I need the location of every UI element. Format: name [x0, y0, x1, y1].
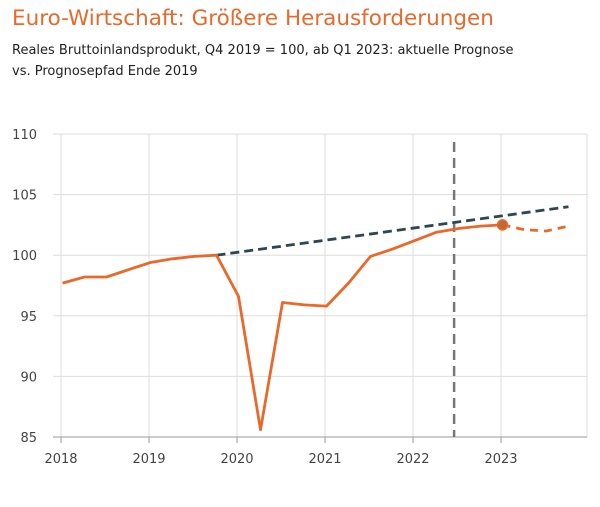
current-value-marker — [496, 219, 509, 231]
x-tick-label: 2021 — [308, 452, 341, 467]
series-line-prognosepfad-2019 — [216, 205, 569, 257]
chart-subtitle: Reales Bruttoinlandsprodukt, Q4 2019 = 1… — [12, 43, 514, 79]
grid-lines — [53, 133, 588, 437]
y-tick-label: 100 — [12, 249, 37, 264]
series-line-prognose — [502, 223, 569, 233]
x-tick-label: 2023 — [484, 452, 517, 467]
y-tick-label: 85 — [20, 431, 37, 446]
y-tick-labels: 85 90 95 100 105 110 — [12, 128, 37, 446]
axes — [53, 436, 587, 443]
x-tick-label: 2020 — [220, 452, 253, 467]
y-tick-label: 110 — [12, 128, 37, 143]
series-line-bip — [62, 223, 503, 432]
x-tick-label: 2018 — [44, 452, 77, 467]
y-tick-label: 95 — [20, 310, 37, 325]
series-lines — [62, 205, 569, 432]
x-tick-label: 2019 — [132, 452, 165, 467]
y-tick-label: 105 — [12, 189, 37, 204]
x-tick-label: 2022 — [396, 452, 429, 467]
chart-title: Euro-Wirtschaft: Größere Herausforderung… — [12, 6, 494, 31]
highlight-marker — [496, 219, 509, 231]
x-tick-labels: 2018 2019 2020 2021 2022 2023 — [44, 452, 517, 467]
y-tick-label: 90 — [20, 370, 37, 385]
